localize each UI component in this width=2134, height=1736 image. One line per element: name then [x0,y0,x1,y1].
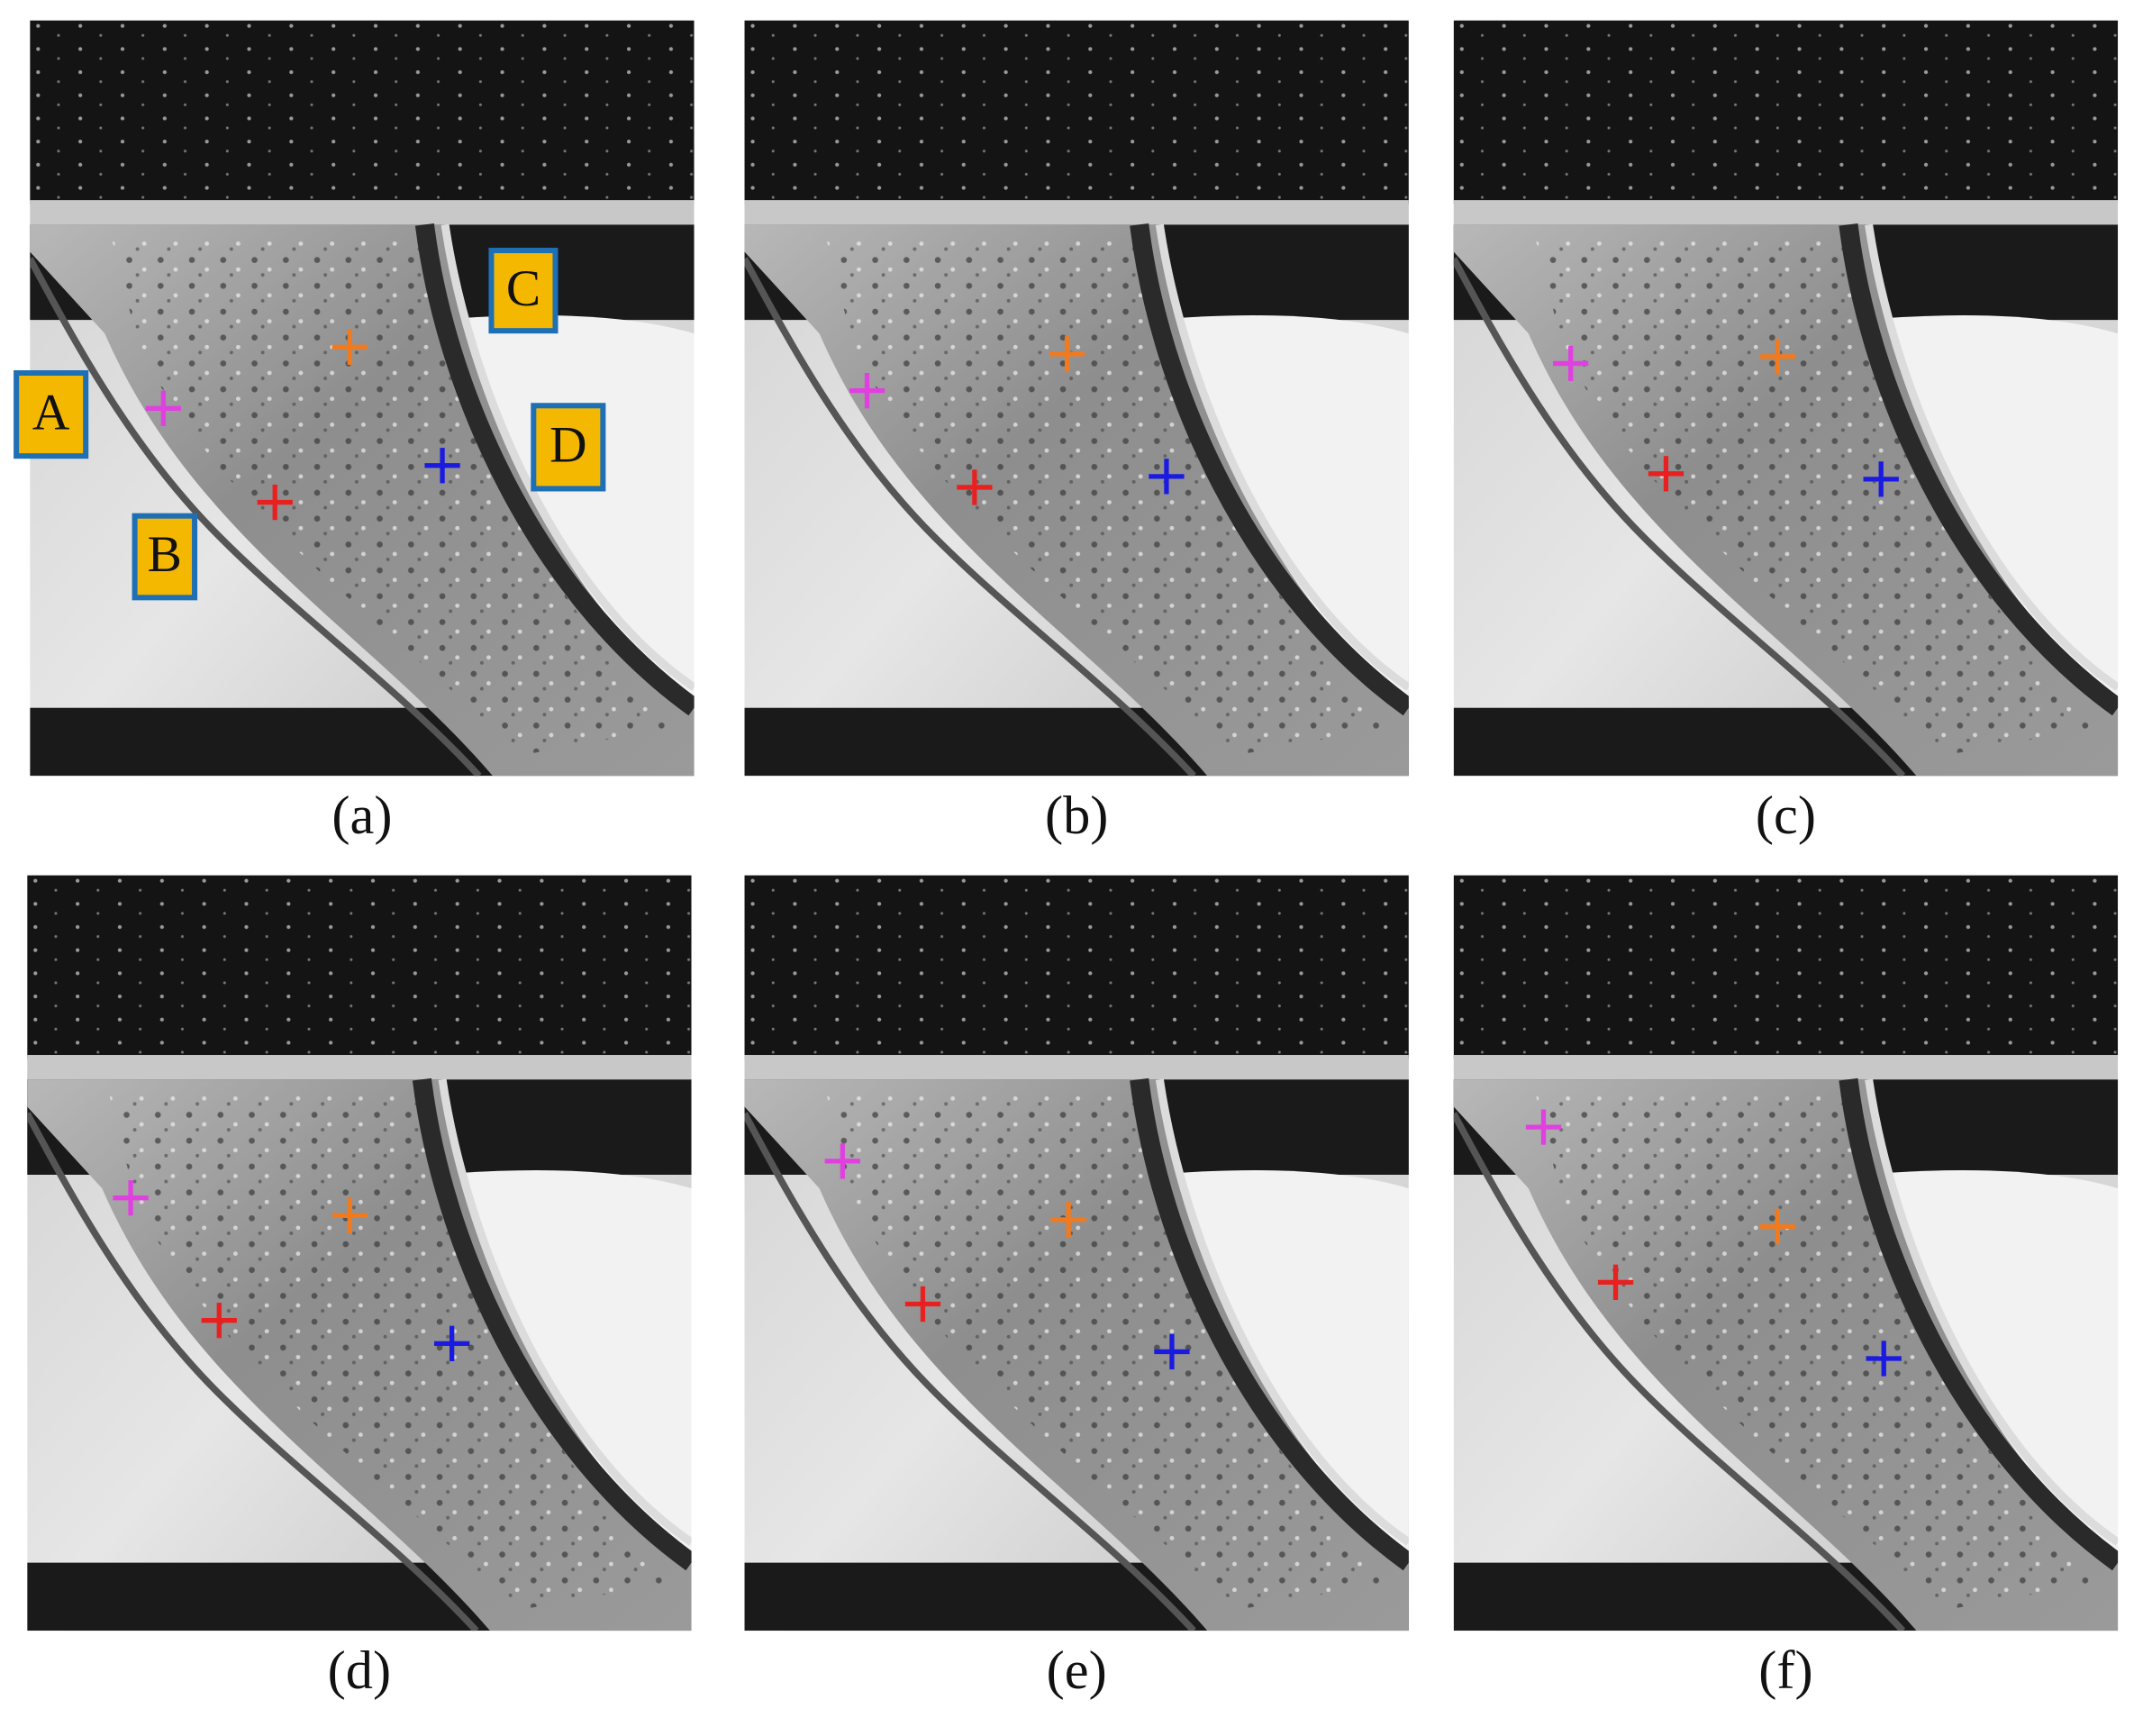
annotation-label: C [506,260,540,317]
tracker-cross [1154,1333,1190,1370]
tracker-cross [331,329,368,365]
panel-label: (e) [1047,1641,1107,1701]
annotation-box [531,403,606,492]
tracker-cross [1149,459,1185,495]
tracker-cross [904,1286,941,1322]
annotation-label: D [549,417,586,474]
tracker-cross [424,448,460,484]
figure-body: (a) (b) (c) (d) (e) (f) A B C D [14,21,2118,1701]
panel-photo [1454,876,2118,1631]
panel [30,21,694,777]
panel-label: (d) [328,1641,391,1701]
annotation-label: A [32,384,70,441]
panel-label: (c) [1756,786,1816,846]
tracker-cross [849,373,885,409]
panel-label: (a) [331,786,392,846]
tracker-cross [331,1197,368,1233]
annotation-box [132,513,198,601]
panel-photo [27,876,691,1631]
tracker-cross [1597,1264,1634,1301]
tracker-cross [824,1143,860,1179]
tracker-cross [1648,456,1684,492]
tracker-cross [113,1180,149,1216]
tracker-cross [201,1303,237,1339]
panel [1454,876,2118,1631]
tracker-cross [1863,461,1899,497]
panel [1454,21,2118,777]
panel-photo [745,876,1409,1631]
panel [745,21,1409,777]
annotation-box [488,248,558,334]
tracker-cross [257,484,293,521]
annotation-label: B [148,526,182,583]
annotation-box [14,369,89,459]
panel-photo [30,21,694,777]
panel-photo [745,21,1409,777]
panel [745,876,1409,1631]
tracker-cross [434,1325,470,1361]
tracker-cross [957,469,993,505]
tracker-cross [1049,336,1085,372]
panel [27,876,691,1631]
tracker-cross [1050,1202,1086,1238]
panel-label: (b) [1045,786,1108,846]
panel-photo [1454,21,2118,777]
panel-label: (f) [1758,1641,1812,1701]
tracker-cross [1525,1109,1562,1145]
tracker-cross [1553,345,1589,382]
tracker-cross [145,390,181,426]
tracker-cross [1759,1208,1796,1245]
tracker-cross [1759,339,1796,375]
tracker-cross [1866,1341,1902,1377]
